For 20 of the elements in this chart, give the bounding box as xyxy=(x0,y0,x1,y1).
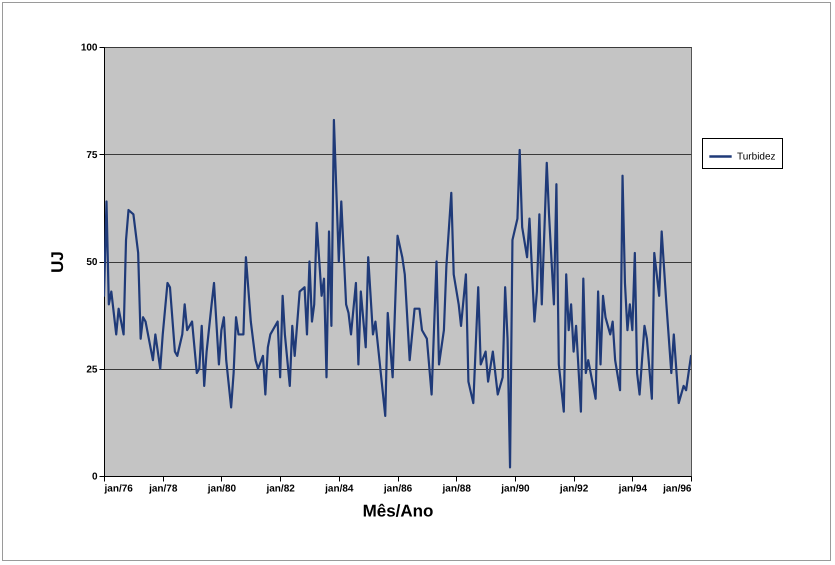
x-tick-label: jan/86 xyxy=(382,484,413,494)
y-tick-label: 50 xyxy=(86,257,98,268)
x-tick-label: jan/80 xyxy=(206,484,237,494)
x-tick-label: jan/78 xyxy=(148,484,178,494)
x-tick-label: jan/92 xyxy=(558,484,589,494)
y-axis-title: UJ xyxy=(48,251,67,273)
x-tick-label: jan/90 xyxy=(500,484,530,494)
x-axis-title: Mês/Ano xyxy=(362,502,434,520)
y-tick-label: 75 xyxy=(86,150,98,161)
x-tick-label: jan/84 xyxy=(324,484,354,494)
y-tick-label: 100 xyxy=(80,42,98,54)
x-tick-label: jan/88 xyxy=(442,484,472,494)
legend-label: Turbidez xyxy=(737,152,776,162)
x-tick-label: jan/94 xyxy=(618,484,648,494)
x-tick-label: jan/82 xyxy=(265,484,296,494)
y-tick-label: 25 xyxy=(86,364,98,376)
line-series xyxy=(104,118,691,469)
y-tick-label: 0 xyxy=(92,472,98,482)
x-tick-label: jan/96 xyxy=(662,484,692,494)
x-tick-label: jan/76 xyxy=(104,484,134,494)
